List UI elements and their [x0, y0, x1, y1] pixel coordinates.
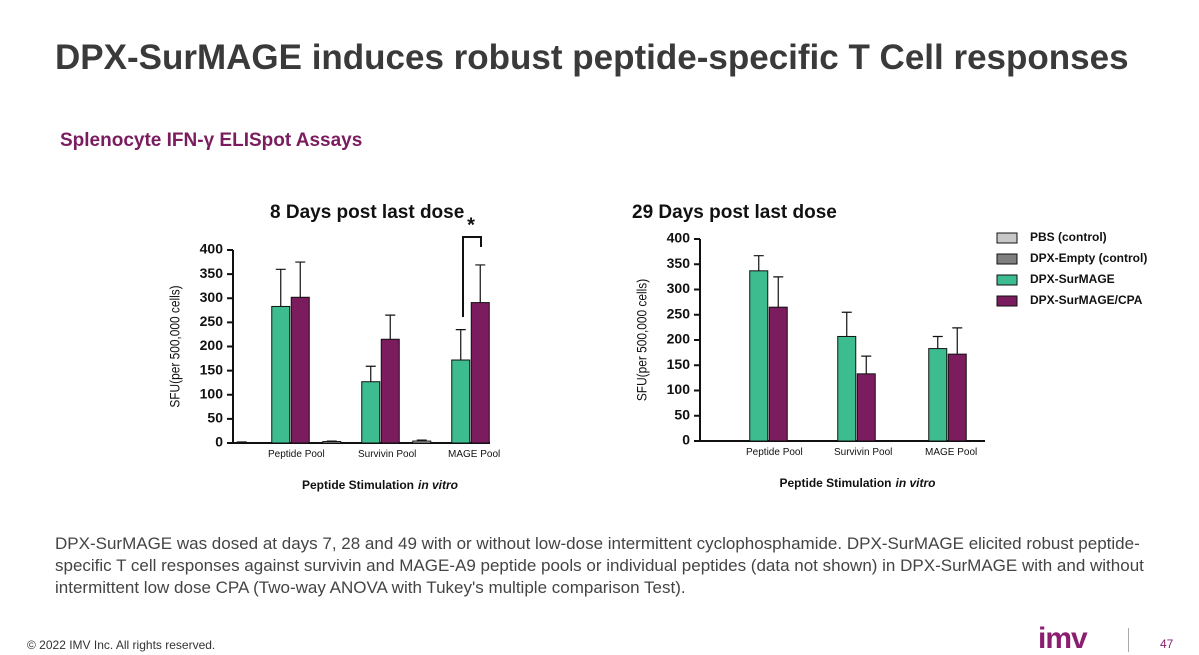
x-axis-label: Peptide Stimulation in vitro [302, 478, 458, 492]
y-tick-label: 150 [200, 361, 224, 377]
y-tick-label: 250 [667, 305, 691, 321]
bar [271, 305, 291, 444]
x-axis-label: Peptide Stimulation in vitro [779, 476, 935, 490]
x-tick-label: Survivin Pool [834, 447, 893, 458]
bar [768, 306, 788, 442]
legend-label: DPX-SurMAGE [1030, 272, 1115, 286]
bar [947, 353, 967, 442]
bar [412, 440, 432, 444]
legend-swatch [996, 295, 1018, 307]
legend-swatch [996, 253, 1018, 265]
legend-label: DPX-SurMAGE/CPA [1030, 293, 1143, 307]
significance-mark: * [467, 214, 475, 236]
y-tick-label: 250 [200, 313, 224, 329]
y-tick-label: 100 [667, 381, 691, 397]
bar [749, 270, 769, 442]
y-tick-label: 350 [667, 255, 691, 271]
bar [322, 441, 342, 444]
separator [1128, 628, 1129, 652]
error-bar [952, 327, 963, 355]
y-tick-label: 350 [200, 265, 224, 281]
error-bar [475, 264, 486, 303]
y-tick-label: 50 [207, 410, 223, 426]
page-number: 47 [1160, 637, 1174, 651]
chart-title: 29 Days post last dose [632, 202, 837, 223]
bar [470, 302, 490, 444]
error-bar [295, 261, 306, 298]
x-axis-label-part: in vitro [896, 476, 936, 490]
legend-label: DPX-Empty (control) [1030, 251, 1147, 265]
logo: imv [1038, 622, 1088, 655]
y-tick-label: 50 [674, 406, 690, 422]
chart-title: 8 Days post last dose [270, 202, 464, 223]
slide-subtitle: Splenocyte IFN-γ ELISpot Assays [60, 130, 363, 151]
bar [380, 338, 400, 444]
y-tick-label: 0 [215, 434, 223, 450]
y-tick-label: 200 [667, 331, 691, 347]
bar [451, 359, 471, 444]
legend-label: PBS (control) [1030, 230, 1107, 244]
error-bar [932, 335, 943, 349]
x-axis-label-part: in vitro [418, 478, 458, 492]
error-bar [455, 329, 466, 361]
y-axis-label: SFU(per 500,000 cells) [167, 285, 183, 407]
y-tick-label: 400 [200, 241, 224, 257]
x-axis-label-part: Peptide Stimulation [302, 478, 414, 492]
y-tick-label: 0 [682, 432, 690, 448]
bar [361, 381, 381, 444]
y-tick-label: 300 [200, 289, 224, 305]
error-bar [773, 276, 784, 308]
error-bar [275, 268, 286, 307]
bar [290, 296, 310, 444]
y-tick-label: 200 [200, 337, 224, 353]
x-tick-label: Peptide Pool [746, 447, 803, 458]
error-bar [385, 314, 396, 340]
bar [856, 373, 876, 442]
x-tick-label: Peptide Pool [268, 449, 325, 460]
copyright: © 2022 IMV Inc. All rights reserved. [27, 638, 216, 652]
significance-bracket [462, 236, 482, 317]
bar [928, 348, 948, 442]
y-tick-label: 300 [667, 280, 691, 296]
y-tick-label: 150 [667, 356, 691, 372]
error-bar [365, 365, 376, 382]
error-bar [753, 255, 764, 271]
error-bar [416, 439, 427, 442]
y-tick-label: 400 [667, 230, 691, 246]
bar [817, 439, 837, 442]
error-bar [861, 355, 872, 374]
caption: DPX-SurMAGE was dosed at days 7, 28 and … [55, 534, 1144, 597]
bar [837, 335, 857, 442]
x-tick-label: MAGE Pool [448, 449, 501, 460]
y-tick-label: 100 [200, 385, 224, 401]
x-tick-label: Survivin Pool [358, 449, 417, 460]
y-axis-label: SFU(per 500,000 cells) [634, 279, 650, 401]
slide-title: DPX-SurMAGE induces robust peptide-speci… [55, 38, 1129, 77]
legend-swatch [996, 274, 1018, 286]
x-axis-label-part: Peptide Stimulation [779, 476, 891, 490]
error-bar [841, 311, 852, 337]
legend-swatch [996, 232, 1018, 244]
x-tick-label: MAGE Pool [925, 447, 978, 458]
